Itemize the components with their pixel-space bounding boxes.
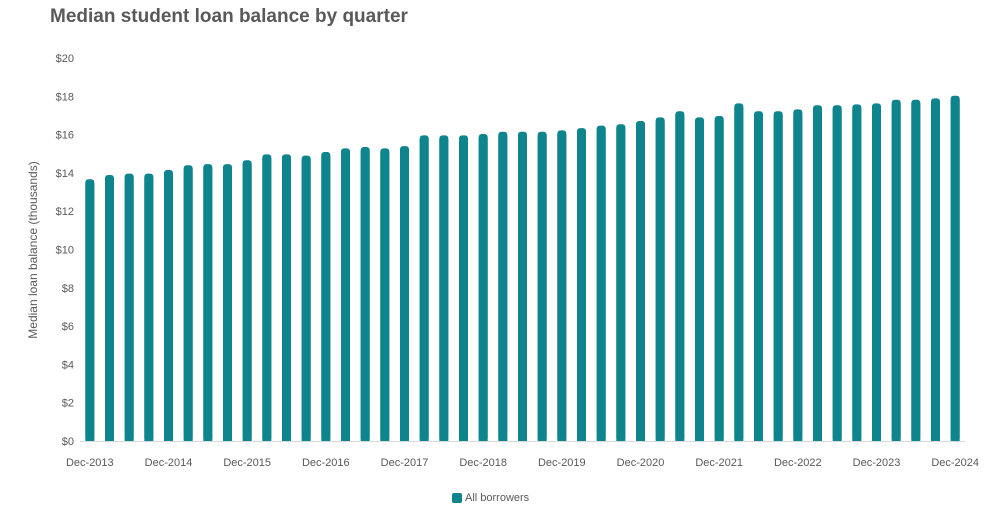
bar-body (242, 164, 252, 442)
bar-body (164, 174, 173, 441)
y-tick-label: $16 (56, 130, 74, 142)
x-tick-label: Dec-2023 (853, 457, 901, 469)
bar-body (380, 152, 390, 441)
bar-body (262, 158, 272, 441)
bar-body (341, 152, 350, 441)
x-tick-label: Dec-2024 (931, 457, 979, 469)
bar-body (911, 103, 921, 441)
bar-body (419, 139, 429, 441)
legend-label: All borrowers (465, 492, 530, 504)
y-tick-label: $12 (56, 206, 74, 218)
bar-body (537, 135, 547, 442)
x-tick-label: Dec-2013 (66, 457, 114, 469)
bar-body (282, 158, 291, 441)
bar-body (301, 159, 311, 442)
x-tick-label: Dec-2019 (538, 457, 586, 469)
x-tick-label: Dec-2014 (145, 457, 193, 469)
bar-body (596, 129, 606, 442)
x-tick-label: Dec-2015 (223, 457, 271, 469)
x-tick-label: Dec-2020 (617, 457, 665, 469)
bar-body (518, 135, 527, 442)
y-tick-label: $18 (56, 91, 74, 103)
bar-body (183, 169, 193, 442)
bar-body (360, 151, 370, 442)
y-tick-label: $4 (62, 359, 74, 371)
bar-body (714, 120, 724, 441)
bar-body (852, 108, 862, 441)
bar-body (754, 115, 763, 441)
bar-body (557, 134, 567, 441)
bar-body (675, 115, 685, 441)
bar-body (400, 150, 409, 441)
bar-body (734, 107, 744, 441)
x-tick-label: Dec-2017 (381, 457, 429, 469)
x-tick-label: Dec-2022 (774, 457, 822, 469)
y-tick-label: $6 (62, 321, 74, 333)
chart-title: Median student loan balance by quarter (50, 6, 408, 27)
bar-body (950, 99, 960, 442)
bar-body (478, 138, 488, 441)
bar-body (891, 103, 901, 441)
y-tick-label: $0 (62, 436, 74, 448)
bar-body (832, 109, 842, 441)
bar-body (85, 183, 95, 442)
y-tick-label: $14 (56, 168, 74, 180)
bar-body (616, 128, 626, 441)
bar-body (321, 156, 331, 442)
bar-body (577, 132, 586, 442)
x-tick-label: Dec-2016 (302, 457, 350, 469)
bar-body (655, 121, 665, 442)
bar-body (105, 179, 114, 441)
y-tick-label: $2 (62, 398, 74, 410)
bar-body (124, 177, 134, 441)
bar-body (636, 125, 645, 441)
bar-body (793, 113, 803, 442)
bar-body (872, 107, 881, 441)
bar-body (223, 168, 232, 441)
y-axis-label: Median loan balance (thousands) (26, 161, 40, 338)
legend-swatch (452, 493, 462, 503)
bar-body (695, 121, 704, 442)
bar-body (931, 102, 940, 442)
legend: All borrowers (452, 492, 529, 504)
y-tick-label: $10 (56, 245, 74, 257)
x-tick-label: Dec-2018 (459, 457, 507, 469)
bar-body (813, 109, 822, 441)
bar-body (439, 139, 449, 441)
y-tick-label: $8 (62, 283, 74, 295)
bar-body (459, 139, 468, 441)
bar-body (144, 177, 154, 441)
bar-body (498, 135, 508, 442)
y-tick-label: $20 (56, 53, 74, 65)
bar-body (773, 115, 783, 441)
x-tick-label: Dec-2021 (695, 457, 743, 469)
bar-body (203, 168, 213, 441)
